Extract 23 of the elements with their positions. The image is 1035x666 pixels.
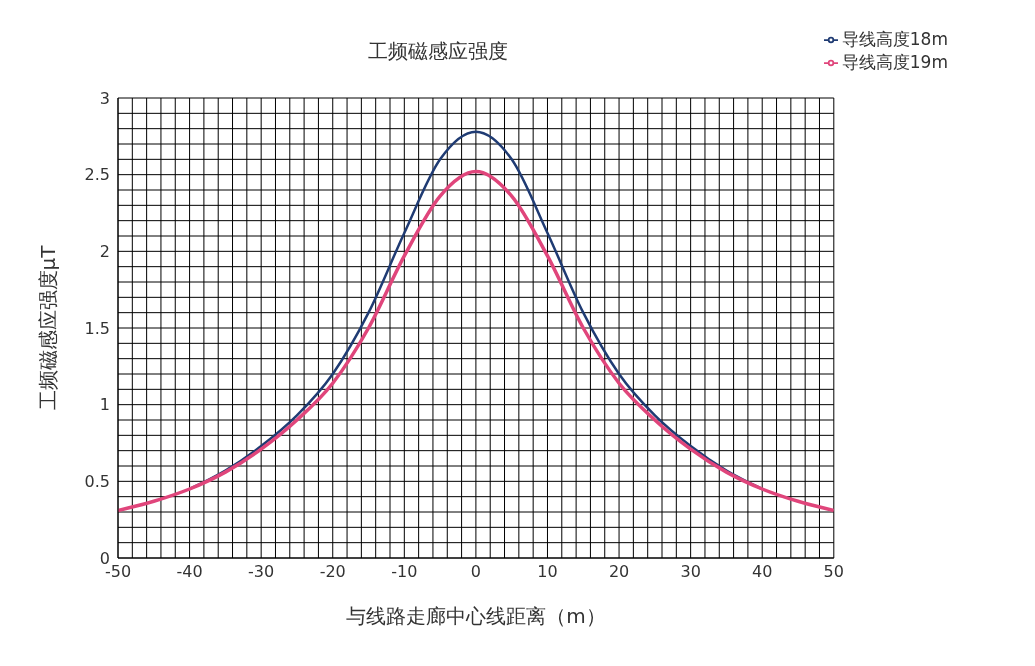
chart-title: 工频磁感应强度 [368,39,508,63]
line-series [118,169,834,513]
y-tick-label: 2 [99,242,110,262]
x-tick-label: -10 [391,562,418,582]
x-tick-label: -20 [319,562,346,582]
legend-label: 导线高度19m [841,52,948,72]
x-tick-label: -40 [176,562,203,582]
y-tick-label: 2.5 [84,165,110,185]
y-axis-title: 工频磁感应强度μT [36,244,61,411]
y-tick-label: 0 [99,548,110,568]
x-tick-label: 30 [680,562,701,582]
x-tick-label: 10 [537,562,558,582]
legend-label: 导线高度18m [841,29,948,49]
x-tick-label: -30 [248,562,275,582]
x-tick-label: 20 [608,562,630,582]
x-tick-label: 0 [470,562,481,582]
x-tick-label: 50 [823,562,844,582]
y-tick-label: 3 [99,88,110,108]
y-tick-label: 1.5 [84,318,110,338]
y-tick-label: 1 [99,395,110,415]
y-tick-label: 0.5 [84,472,110,492]
x-axis-title: 与线路走廊中心线距离（m） [346,604,606,628]
x-tick-label: 40 [752,562,773,582]
